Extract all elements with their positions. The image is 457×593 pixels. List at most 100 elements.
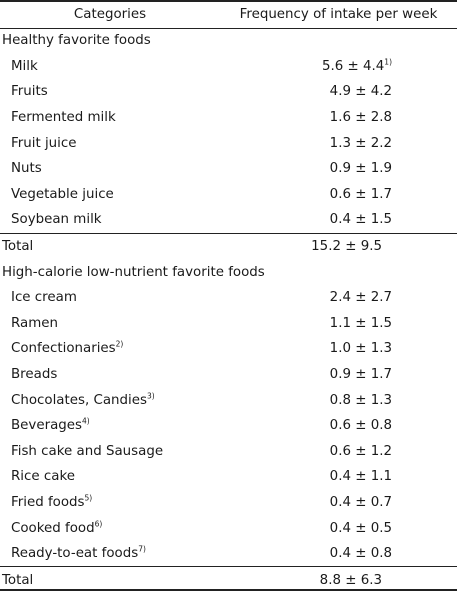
intake-value-cell: 0.6 ± 0.8 <box>220 413 457 439</box>
food-category-cell: Cooked food6) <box>0 515 220 541</box>
intake-value-cell: 0.4 ± 1.5 <box>220 207 457 233</box>
intake-value-cell: 0.4 ± 0.5 <box>220 515 457 541</box>
food-category-cell: Fried foods5) <box>0 490 220 516</box>
section-title-row: High-calorie low-nutrient favorite foods <box>0 259 457 285</box>
table-row: Ramen 1.1 ± 1.5 <box>0 311 457 337</box>
section-title-text: Healthy favorite foods <box>2 33 151 49</box>
table-row: Fried foods5) 0.4 ± 0.7 <box>0 490 457 516</box>
table-row: Breads 0.9 ± 1.7 <box>0 362 457 388</box>
table-row: Soybean milk 0.4 ± 1.5 <box>0 207 457 233</box>
intake-value-cell: 0.6 ± 1.2 <box>220 439 457 465</box>
intake-value: 0.6 ± 0.8 <box>329 418 392 434</box>
intake-value-cell: 1.0 ± 1.3 <box>220 336 457 362</box>
intake-value-cell: 1.6 ± 2.8 <box>220 105 457 131</box>
food-category-cell: Rice cake <box>0 464 220 490</box>
header-categories: Categories <box>73 6 147 22</box>
table-header-row: Categories Frequency of intake per week <box>0 0 457 28</box>
food-category-name: Ready-to-eat foods <box>11 546 139 562</box>
total-value: 8.8 ± 6.3 <box>319 572 382 588</box>
table-row: Fish cake and Sausage 0.6 ± 1.2 <box>0 439 457 465</box>
intake-value: 1.3 ± 2.2 <box>329 135 392 151</box>
section-title: High-calorie low-nutrient favorite foods <box>0 259 457 285</box>
table-body: Healthy favorite foods Milk 5.6 ± 4.41) Fru… <box>0 28 457 593</box>
food-category-cell: Ready-to-eat foods7) <box>0 541 220 567</box>
total-label: Total <box>2 572 34 588</box>
intake-value: 2.4 ± 2.7 <box>329 290 392 306</box>
intake-value-cell: 0.8 ± 1.3 <box>220 387 457 413</box>
intake-value-cell: 0.4 ± 0.8 <box>220 541 457 567</box>
intake-value: 1.0 ± 1.3 <box>329 341 392 357</box>
table-row: Nuts 0.9 ± 1.9 <box>0 156 457 182</box>
footnote-marker: 7) <box>138 544 146 554</box>
footnote-marker: 1) <box>384 57 392 67</box>
section-title-row: Healthy favorite foods <box>0 28 457 54</box>
intake-value: 0.9 ± 1.7 <box>329 367 392 383</box>
table-row: Fruits 4.9 ± 4.2 <box>0 79 457 105</box>
food-category-name: Rice cake <box>11 469 75 485</box>
intake-value: 5.6 ± 4.4 <box>321 58 385 74</box>
food-category-name: Fruit juice <box>11 135 77 151</box>
section-title: Healthy favorite foods <box>0 28 457 54</box>
food-category-cell: Nuts <box>0 156 220 182</box>
table-row: Cooked food6) 0.4 ± 0.5 <box>0 515 457 541</box>
food-category-cell: Milk <box>0 54 220 80</box>
total-value-cell: 8.8 ± 6.3 <box>220 566 457 593</box>
food-category-name: Confectionaries <box>11 341 116 357</box>
intake-value: 0.6 ± 1.2 <box>329 443 392 459</box>
intake-value-cell: 4.9 ± 4.2 <box>220 79 457 105</box>
food-category-cell: Fruit juice <box>0 130 220 156</box>
table-row: Ready-to-eat foods7) 0.4 ± 0.8 <box>0 541 457 567</box>
food-category-cell: Confectionaries2) <box>0 336 220 362</box>
food-category-cell: Fermented milk <box>0 105 220 131</box>
food-category-cell: Vegetable juice <box>0 182 220 208</box>
total-value: 15.2 ± 9.5 <box>311 239 382 255</box>
table-row: Vegetable juice 0.6 ± 1.7 <box>0 182 457 208</box>
total-label-cell: Total <box>0 566 220 593</box>
intake-value-cell: 5.6 ± 4.41) <box>220 54 457 80</box>
footnote-marker: 2) <box>115 339 124 349</box>
total-label: Total <box>2 239 34 255</box>
intake-value-cell: 1.1 ± 1.5 <box>220 311 457 337</box>
intake-value-cell: 0.9 ± 1.9 <box>220 156 457 182</box>
intake-value-cell: 0.4 ± 0.7 <box>220 490 457 516</box>
intake-value-cell: 0.4 ± 1.1 <box>220 464 457 490</box>
food-category-name: Cooked food <box>11 520 95 536</box>
intake-value: 0.6 ± 1.7 <box>329 186 392 202</box>
table-top-rule <box>0 0 457 2</box>
table-row: Milk 5.6 ± 4.41) <box>0 54 457 80</box>
food-category-name: Fish cake and Sausage <box>11 443 164 459</box>
section-title-text: High-calorie low-nutrient favorite foods <box>2 264 265 280</box>
total-label-cell: Total <box>0 232 220 260</box>
food-category-name: Beverages <box>11 418 83 434</box>
food-category-name: Milk <box>11 58 38 74</box>
intake-value: 1.1 ± 1.5 <box>329 315 392 331</box>
food-category-cell: Breads <box>0 362 220 388</box>
table-row: Fermented milk 1.6 ± 2.8 <box>0 105 457 131</box>
intake-value: 0.4 ± 1.5 <box>329 212 392 228</box>
intake-value: 0.4 ± 0.8 <box>329 546 392 562</box>
total-value-cell: 15.2 ± 9.5 <box>220 232 457 260</box>
total-row: Total 8.8 ± 6.3 <box>0 566 457 593</box>
intake-value: 0.4 ± 1.1 <box>329 469 392 485</box>
food-category-name: Ice cream <box>11 290 77 306</box>
footnote-marker: 6) <box>94 519 103 529</box>
food-category-cell: Ice cream <box>0 285 220 311</box>
food-category-name: Fruits <box>11 84 48 100</box>
food-category-cell: Chocolates, Candies3) <box>0 387 220 413</box>
intake-value: 1.6 ± 2.8 <box>329 110 392 126</box>
intake-value: 4.9 ± 4.2 <box>329 84 392 100</box>
intake-value-cell: 0.9 ± 1.7 <box>220 362 457 388</box>
footnote-marker: 3) <box>146 391 155 401</box>
intake-value-cell: 2.4 ± 2.7 <box>220 285 457 311</box>
intake-value: 0.8 ± 1.3 <box>329 392 392 408</box>
food-category-name: Chocolates, Candies <box>11 392 147 408</box>
food-category-cell: Ramen <box>0 311 220 337</box>
table-row: Ice cream 2.4 ± 2.7 <box>0 285 457 311</box>
table-row: Beverages4) 0.6 ± 0.8 <box>0 413 457 439</box>
food-category-name: Breads <box>11 367 58 383</box>
intake-value: 0.4 ± 0.7 <box>329 494 392 510</box>
intake-value-cell: 1.3 ± 2.2 <box>220 130 457 156</box>
footnote-marker: 5) <box>84 493 93 503</box>
